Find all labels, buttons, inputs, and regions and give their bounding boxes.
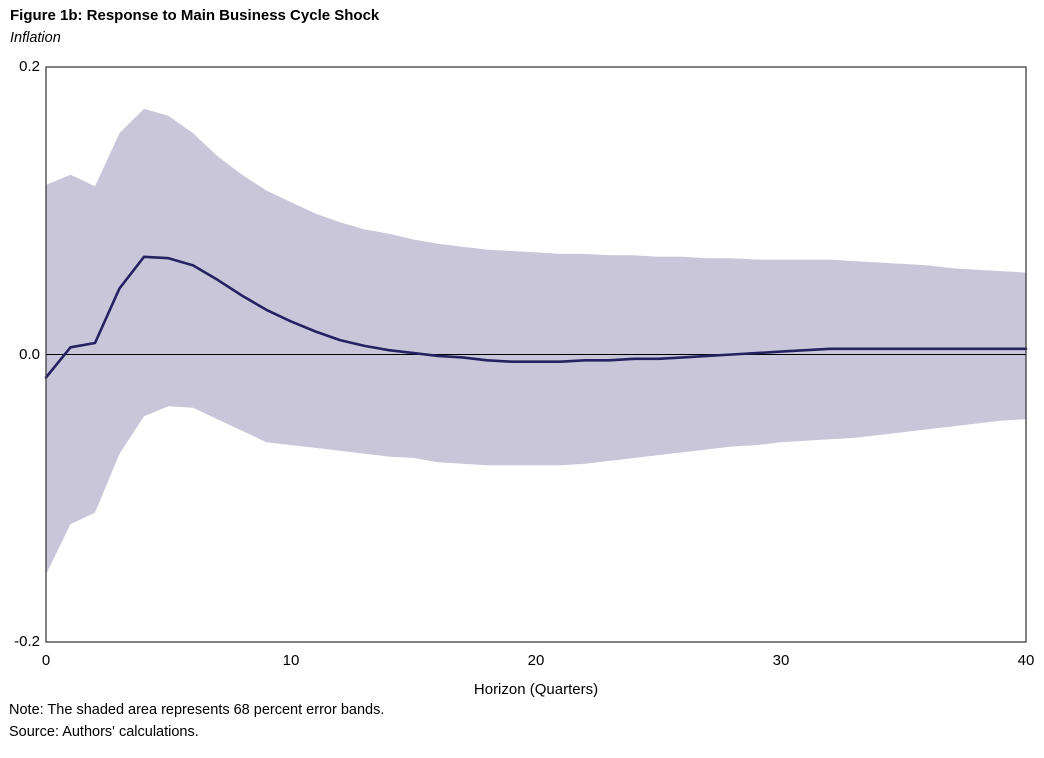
x-tick-label: 40 [1017,652,1035,669]
y-tick-label: 0.2 [19,58,40,75]
note-text: Note: The shaded area represents 68 perc… [9,702,385,718]
y-tick-label: -0.2 [14,633,40,650]
x-tick-label: 10 [282,652,300,669]
figure-title: Figure 1b: Response to Main Business Cyc… [10,7,380,24]
y-tick-label: 0.0 [19,345,40,363]
x-tick-label: 30 [772,652,790,669]
source-text: Source: Authors' calculations. [9,724,199,740]
response-line [44,255,1028,379]
x-tick-label: 0 [41,652,51,669]
x-tick-label: 20 [527,652,545,669]
figure-subtitle: Inflation [10,30,61,46]
error-band [46,108,1026,575]
plot-border [45,66,1027,643]
x-axis-label: Horizon (Quarters) [473,681,599,698]
